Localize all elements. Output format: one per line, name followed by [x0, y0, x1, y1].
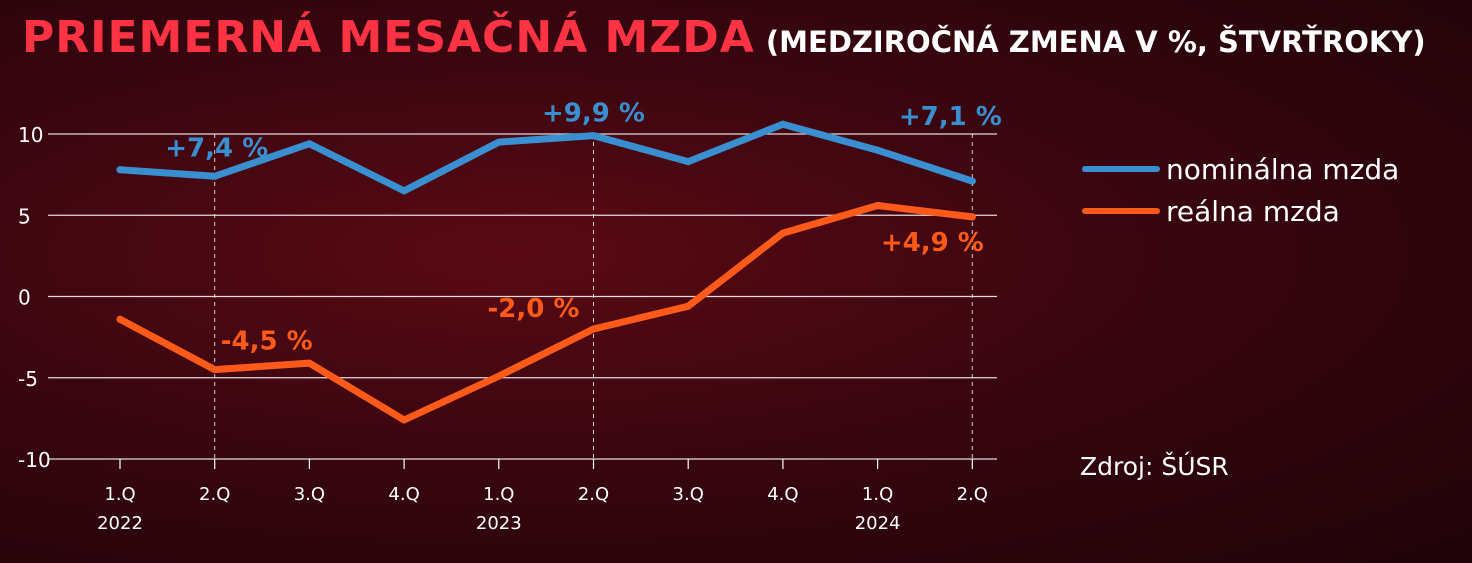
data-point-nominal — [874, 146, 882, 154]
data-point-real — [684, 302, 692, 310]
x-year-label: 2024 — [855, 513, 901, 534]
x-tick-label: 2.Q — [957, 484, 988, 505]
legend-label-nominal: nominálna mzda — [1166, 152, 1400, 186]
y-tick-label: 5 — [18, 204, 31, 228]
legend-item-real: reálna mzda — [1082, 190, 1399, 232]
data-point-nominal — [211, 172, 219, 180]
legend-swatch-real — [1082, 208, 1160, 214]
data-point-real — [968, 213, 976, 221]
data-point-real — [211, 366, 219, 374]
data-point-nominal — [968, 177, 976, 185]
x-tick-label: 2.Q — [199, 484, 230, 505]
data-point-nominal — [779, 120, 787, 128]
x-tick-label: 2.Q — [578, 484, 609, 505]
x-tick-label: 1.Q — [862, 484, 893, 505]
x-tick-label: 1.Q — [104, 484, 135, 505]
data-label-nominal: +7,1 % — [899, 102, 1002, 132]
x-tick-label: 3.Q — [673, 484, 704, 505]
title-main: PRIEMERNÁ MESAČNÁ MZDA — [22, 12, 755, 63]
legend-item-nominal: nominálna mzda — [1082, 148, 1399, 190]
data-point-real — [400, 416, 408, 424]
legend-label-real: reálna mzda — [1166, 194, 1340, 228]
x-year-label: 2022 — [97, 513, 143, 534]
x-tick-label: 1.Q — [483, 484, 514, 505]
data-point-real — [305, 359, 313, 367]
data-point-nominal — [495, 138, 503, 146]
data-label-nominal: +7,4 % — [165, 133, 268, 163]
data-label-real: -2,0 % — [488, 294, 580, 324]
y-tick-label: -10 — [18, 448, 51, 472]
data-label-real: -4,5 % — [221, 327, 313, 357]
legend-swatch-nominal — [1082, 166, 1160, 172]
data-point-real — [116, 315, 124, 323]
chart-title: PRIEMERNÁ MESAČNÁ MZDA (MEDZIROČNÁ ZMENA… — [22, 12, 1426, 63]
series-line-real — [116, 202, 976, 424]
data-label-real: +4,9 % — [881, 228, 984, 258]
y-tick-label: 0 — [18, 286, 31, 310]
data-point-nominal — [116, 166, 124, 174]
data-point-real — [779, 229, 787, 237]
data-point-real — [874, 202, 882, 209]
series-line-nominal — [116, 120, 976, 195]
data-point-real — [590, 325, 597, 333]
data-point-nominal — [305, 140, 313, 148]
data-point-nominal — [684, 158, 692, 166]
chart-legend: nominálna mzda reálna mzda — [1082, 148, 1399, 232]
x-tick-label: 4.Q — [388, 484, 419, 505]
x-year-label: 2023 — [476, 513, 522, 534]
source-note: Zdroj: ŠÚSR — [1080, 452, 1229, 481]
x-tick-label: 4.Q — [767, 484, 798, 505]
y-tick-label: 10 — [18, 123, 43, 147]
data-label-nominal: +9,9 % — [542, 99, 645, 129]
title-subtitle: (MEDZIROČNÁ ZMENA V %, ŠTVRŤROKY) — [765, 25, 1426, 59]
data-point-nominal — [590, 132, 597, 140]
data-point-nominal — [400, 187, 408, 195]
y-tick-label: -5 — [18, 367, 38, 391]
x-tick-label: 3.Q — [294, 484, 325, 505]
data-point-real — [495, 372, 503, 380]
